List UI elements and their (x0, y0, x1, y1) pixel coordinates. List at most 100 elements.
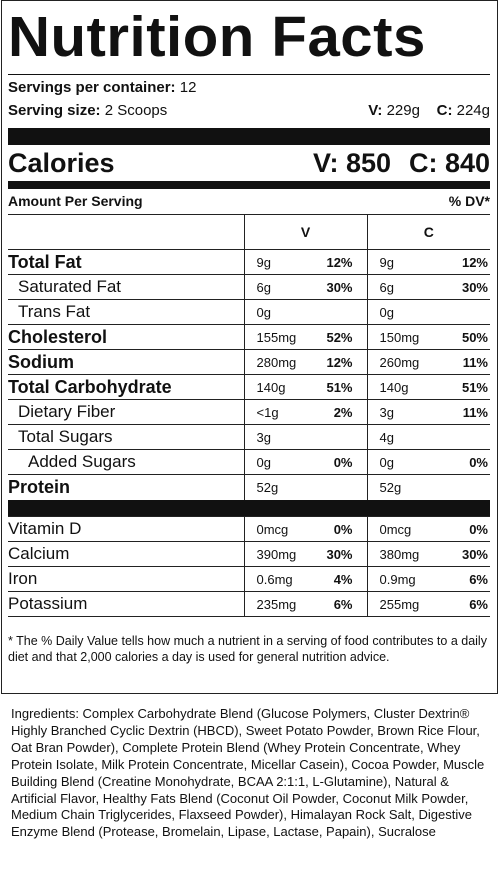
serving-size-label: Serving size: (8, 102, 101, 119)
nutrient-row-trans-fat: Trans Fat 0g 0g (8, 299, 490, 325)
serving-v-value: 229g (386, 102, 420, 119)
amount-per-serving-row: Amount Per Serving % DV* (8, 193, 490, 209)
serving-c-value: 224g (456, 102, 490, 119)
c-percent: 30% (425, 541, 490, 567)
c-amount: 255mg (366, 591, 425, 617)
calories-label: Calories (8, 148, 115, 178)
nutrient-table: V C Total Fat 9g 12% 9g 12% Saturated Fa… (8, 214, 490, 617)
c-percent: 6% (425, 566, 490, 592)
c-amount: 140g (366, 374, 425, 400)
v-percent: 30% (302, 541, 367, 567)
nutrient-row-calcium: Calcium 390mg 30% 380mg 30% (8, 541, 490, 567)
v-percent: 6% (302, 591, 367, 617)
table-header-row: V C (8, 214, 490, 250)
v-amount: 140g (243, 374, 302, 400)
nutrition-facts-title: Nutrition Facts (8, 5, 426, 69)
v-percent: 2% (302, 399, 367, 425)
nutrient-row-total-carbohydrate: Total Carbohydrate 140g 51% 140g 51% (8, 374, 490, 400)
nutrient-name: Vitamin D (8, 516, 244, 542)
v-amount: 390mg (243, 541, 302, 567)
nutrient-row-total-sugars: Total Sugars 3g 4g (8, 424, 490, 450)
v-amount: 0.6mg (243, 566, 302, 592)
divider-thick-vitamins (8, 499, 490, 517)
nutrient-row-protein: Protein 52g 52g (8, 474, 490, 500)
serving-v-label: V: (368, 102, 383, 119)
c-amount: 4g (366, 424, 425, 450)
c-amount: 0.9mg (366, 566, 425, 592)
v-amount: 0g (243, 449, 302, 475)
v-amount: 9g (243, 249, 302, 275)
divider-thick (8, 128, 490, 145)
nutrient-name: Dietary Fiber (8, 399, 244, 425)
v-percent: 51% (302, 374, 367, 400)
serving-size-value: 2 Scoops (104, 102, 168, 119)
v-percent: 0% (302, 516, 367, 542)
nutrient-row-saturated-fat: Saturated Fat 6g 30% 6g 30% (8, 274, 490, 300)
c-amount: 52g (366, 474, 425, 500)
nutrient-row-potassium: Potassium 235mg 6% 255mg 6% (8, 591, 490, 617)
nutrient-row-vitamin-d: Vitamin D 0mcg 0% 0mcg 0% (8, 516, 490, 542)
v-percent (302, 474, 367, 500)
c-amount: 0g (366, 449, 425, 475)
daily-value-header: % DV* (448, 193, 490, 209)
nutrient-name: Total Carbohydrate (8, 374, 244, 400)
nutrient-row-sodium: Sodium 280mg 12% 260mg 11% (8, 349, 490, 375)
c-percent: 6% (425, 591, 490, 617)
nutrient-row-total-fat: Total Fat 9g 12% 9g 12% (8, 249, 490, 275)
v-percent: 12% (302, 349, 367, 375)
servings-per-container: Servings per container: 12 (8, 79, 196, 96)
calories-v: V: 850 (313, 148, 392, 178)
serving-size-weights: V: 229g C: 224g (368, 102, 490, 119)
v-amount: 52g (243, 474, 302, 500)
c-amount: 9g (366, 249, 425, 275)
nutrition-facts-panel (1, 0, 498, 694)
column-header-v: V (243, 214, 367, 250)
nutrient-name: Potassium (8, 591, 244, 617)
v-amount: 235mg (243, 591, 302, 617)
calories-c: C: 840 (408, 148, 490, 178)
v-amount: <1g (243, 399, 302, 425)
nutrient-row-dietary-fiber: Dietary Fiber <1g 2% 3g 11% (8, 399, 490, 425)
nutrient-name: Sodium (8, 349, 244, 375)
c-percent: 11% (425, 349, 490, 375)
v-percent: 0% (302, 449, 367, 475)
v-percent: 52% (302, 324, 367, 350)
v-amount: 280mg (243, 349, 302, 375)
nutrient-name: Trans Fat (8, 299, 244, 325)
serving-c-label: C: (436, 102, 453, 119)
v-amount: 0mcg (243, 516, 302, 542)
daily-value-footnote: * The % Daily Value tells how much a nut… (8, 634, 487, 664)
v-amount: 0g (243, 299, 302, 325)
v-percent: 12% (302, 249, 367, 275)
c-percent: 30% (425, 274, 490, 300)
nutrient-name: Total Fat (8, 249, 244, 275)
v-amount: 155mg (243, 324, 302, 350)
c-amount: 260mg (366, 349, 425, 375)
c-percent: 12% (425, 249, 490, 275)
nutrient-name: Cholesterol (8, 324, 244, 350)
nutrient-name: Protein (8, 474, 244, 500)
serving-size: Serving size: 2 Scoops V: 229g C: 224g (8, 102, 490, 119)
calories-row: Calories V: 850 C: 840 (8, 148, 490, 180)
divider-medium (8, 181, 490, 189)
c-percent: 50% (425, 324, 490, 350)
servings-per-container-label: Servings per container: (8, 79, 176, 96)
v-percent: 30% (302, 274, 367, 300)
c-amount: 6g (366, 274, 425, 300)
c-amount: 380mg (366, 541, 425, 567)
v-amount: 6g (243, 274, 302, 300)
divider-thin (8, 74, 490, 75)
servings-per-container-value: 12 (179, 79, 197, 96)
nutrient-row-cholesterol: Cholesterol 155mg 52% 150mg 50% (8, 324, 490, 350)
ingredients-text: Ingredients: Complex Carbohydrate Blend … (11, 706, 485, 840)
v-percent: 4% (302, 566, 367, 592)
c-amount: 0mcg (366, 516, 425, 542)
c-percent: 51% (425, 374, 490, 400)
amount-per-serving-label: Amount Per Serving (8, 193, 143, 209)
c-percent (425, 299, 490, 325)
c-amount: 3g (366, 399, 425, 425)
v-percent (302, 424, 367, 450)
nutrient-name: Total Sugars (8, 424, 244, 450)
v-amount: 3g (243, 424, 302, 450)
c-amount: 150mg (366, 324, 425, 350)
